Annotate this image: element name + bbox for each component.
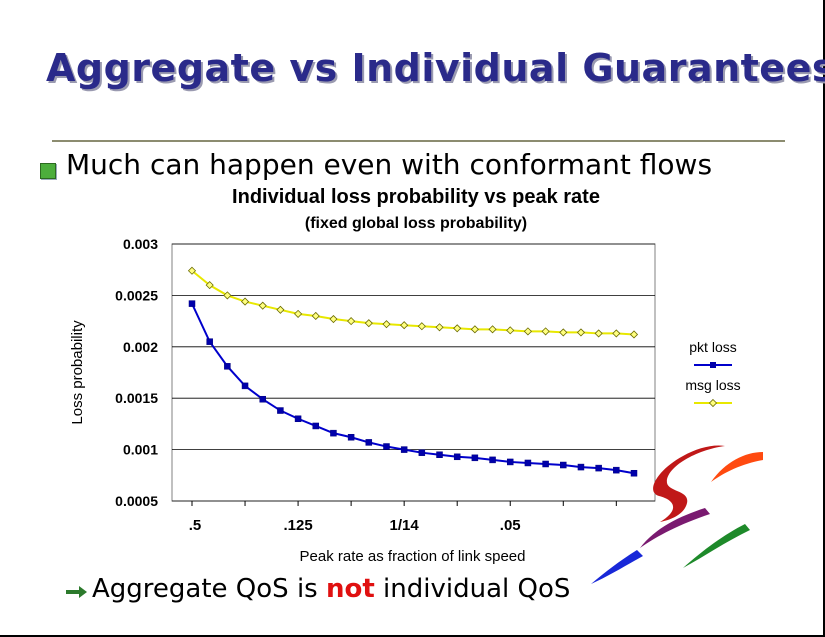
data-point [294,415,302,423]
bottom-text-after: individual QoS [374,574,571,604]
data-point [542,460,549,468]
legend-marker [708,398,718,408]
data-point [629,330,639,339]
legend-label: pkt loss [689,339,736,355]
data-point [294,309,303,318]
data-point [470,325,479,334]
data-point [488,325,497,334]
y-tick-label: 0.0025 [115,287,158,303]
data-point [330,429,337,437]
data-point [400,446,408,453]
green-right-arrow-icon [66,586,87,598]
data-point [240,297,250,306]
data-point [347,317,356,326]
chart-subtitle: (fixed global loss probability) [304,215,528,232]
data-point [364,319,373,328]
data-point [347,434,355,441]
y-tick-label: 0.001 [123,442,158,458]
data-point [206,338,213,345]
data-point [383,443,390,450]
data-point [223,291,232,300]
colorful-swoosh-logo-icon [591,445,763,584]
data-point [188,300,196,307]
data-point [311,311,320,321]
y-tick-label: 0.003 [123,236,158,252]
chart-title: Individual loss probability vs peak rate [232,186,600,208]
data-point [365,439,373,446]
data-point [205,281,214,290]
data-point [382,320,391,329]
data-point [560,461,567,469]
x-tick-label: 1/14 [390,517,420,534]
plot-area [171,243,656,502]
data-point [506,458,514,466]
x-tick-label: .5 [189,517,202,534]
data-point [329,314,338,324]
data-point [577,463,585,471]
y-axis-label: Loss probability [69,320,86,425]
data-point [417,322,426,331]
data-point [489,456,496,464]
data-point [541,327,550,336]
y-tick-label: 0.0015 [115,390,158,406]
y-tick-label: 0.0005 [115,493,158,509]
data-point [435,323,444,332]
data-point [258,301,267,310]
data-point [471,454,479,462]
data-point [594,329,603,338]
data-point [559,328,568,337]
data-point [187,266,197,275]
data-point [523,327,532,336]
data-point [453,324,462,333]
data-point [276,305,285,314]
bottom-statement: Aggregate QoS is not individual QoS [92,574,570,604]
data-point [259,395,266,403]
data-point [613,466,620,474]
data-point [436,451,443,458]
x-tick-label: .125 [283,517,312,534]
data-point [400,321,409,330]
bullet-text: Much can happen even with conformant flo… [66,148,713,181]
legend-label: msg loss [685,377,740,393]
data-point [576,328,586,337]
bottom-text-emphasis: not [325,574,375,604]
y-tick-label: 0.002 [123,339,158,355]
data-point [612,329,621,338]
data-point [241,382,249,390]
data-point [630,469,638,477]
data-point [453,453,461,461]
data-point [312,422,320,430]
data-point [277,407,284,414]
data-point [595,464,602,472]
data-point [506,326,515,335]
green-square-bullet-icon [40,163,56,179]
legend-marker [710,362,716,368]
data-point [224,363,231,370]
x-tick-label: .05 [500,517,521,534]
slide-title: Aggregate vs Individual Guarantees [46,46,825,90]
data-point [524,459,532,467]
x-axis-label: Peak rate as fraction of link speed [300,548,526,565]
title-divider [52,140,785,142]
data-point [418,449,426,456]
bottom-text-before: Aggregate QoS is [92,574,326,604]
